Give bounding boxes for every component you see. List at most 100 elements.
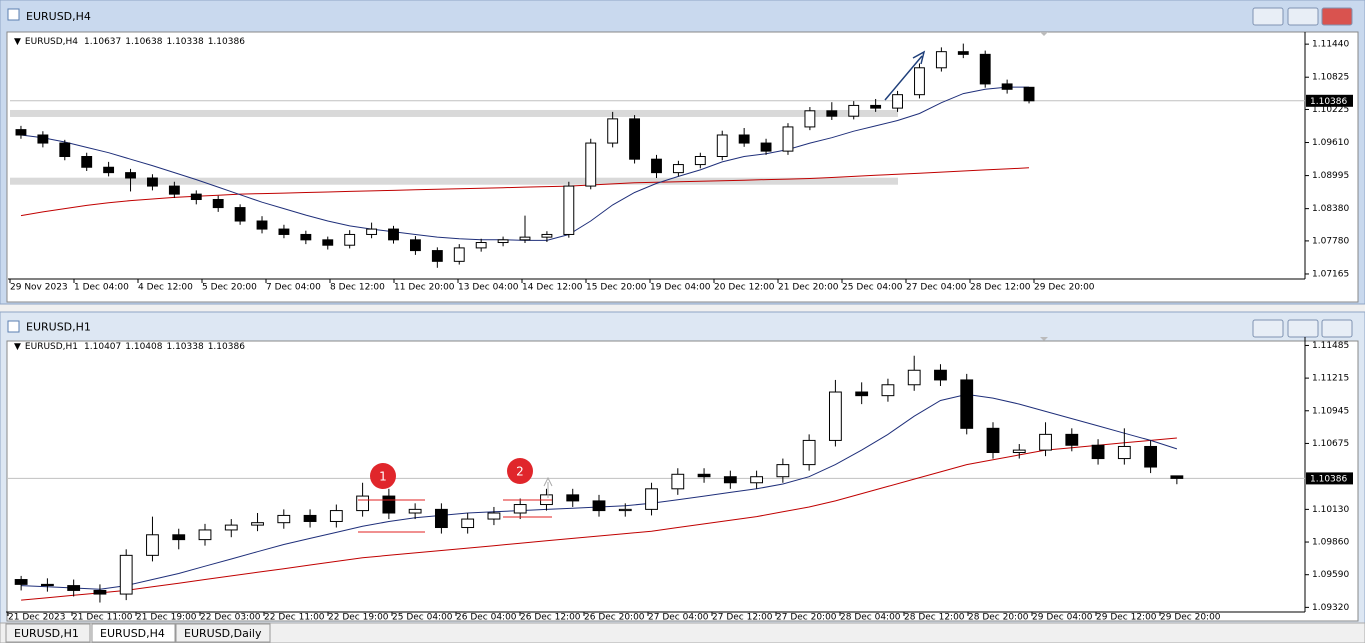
tab-bar xyxy=(0,622,1365,643)
y-tick-label: 1.07780 xyxy=(1312,236,1349,246)
y-tick-label: 1.10675 xyxy=(1312,439,1349,449)
candle-body xyxy=(828,391,842,441)
candle-body xyxy=(212,199,224,209)
x-tick-label: 28 Dec 12:00 xyxy=(970,283,1031,293)
candle-body xyxy=(848,104,860,117)
candle-body xyxy=(629,118,641,160)
candle-body xyxy=(651,158,662,174)
y-tick-label: 1.09590 xyxy=(1312,570,1349,580)
y-tick-label: 1.10825 xyxy=(1312,73,1349,83)
x-tick-label: 11 Dec 20:00 xyxy=(394,283,455,293)
x-tick-label: 28 Dec 20:00 xyxy=(968,613,1029,623)
candle-body xyxy=(234,207,246,222)
window-icon xyxy=(7,8,20,21)
maximize-button[interactable] xyxy=(1287,319,1319,338)
tab-label[interactable]: EURUSD,H4 xyxy=(100,627,165,640)
candle-body xyxy=(487,512,501,520)
candle-body xyxy=(645,488,658,510)
candle-body xyxy=(300,233,312,241)
tab[interactable] xyxy=(5,623,91,643)
candle-body xyxy=(566,494,580,502)
level-zone xyxy=(10,177,898,185)
marker-number: 2 xyxy=(516,465,524,479)
scroll-marker xyxy=(1040,337,1048,341)
candle-body xyxy=(303,514,317,522)
x-tick-label: 21 Dec 19:00 xyxy=(136,613,197,623)
current-price-label: 1.10386 xyxy=(1310,97,1347,107)
header-price: 1.10407 xyxy=(84,342,121,352)
tab[interactable] xyxy=(91,623,176,643)
candle-body xyxy=(519,236,531,241)
x-tick-label: 28 Dec 04:00 xyxy=(840,613,901,623)
candle-body xyxy=(388,228,399,241)
candle-body xyxy=(1039,433,1052,451)
candle-body xyxy=(541,233,553,238)
tab[interactable] xyxy=(175,623,271,643)
candle-body xyxy=(513,504,527,514)
candle-body xyxy=(1144,445,1158,468)
candle-body xyxy=(277,514,291,524)
x-tick-label: 26 Dec 04:00 xyxy=(456,613,517,623)
candle-body xyxy=(251,522,264,526)
x-tick-label: 29 Dec 20:00 xyxy=(1034,283,1095,293)
candle-body xyxy=(760,142,772,152)
x-tick-label: 22 Dec 03:00 xyxy=(200,613,261,623)
candle-body xyxy=(475,242,487,249)
maximize-button[interactable] xyxy=(1287,7,1319,26)
candle-body xyxy=(40,583,54,587)
candle-body xyxy=(585,142,597,187)
candle-body xyxy=(934,369,947,381)
candle-body xyxy=(671,473,685,490)
x-tick-label: 15 Dec 20:00 xyxy=(586,283,647,293)
current-price-box xyxy=(1306,472,1353,485)
candle-body xyxy=(1012,449,1026,454)
x-tick-label: 5 Dec 20:00 xyxy=(202,283,257,293)
candle-body xyxy=(356,495,370,512)
candle-body xyxy=(960,379,974,429)
candle-body xyxy=(146,534,159,556)
candle-body xyxy=(329,510,343,522)
candle-body xyxy=(914,67,925,96)
x-tick-label: 19 Dec 04:00 xyxy=(650,283,711,293)
close-button[interactable] xyxy=(1321,319,1353,338)
candle-body xyxy=(344,233,356,246)
trend-arrow xyxy=(884,50,926,101)
candle-body xyxy=(461,518,475,529)
candle-body xyxy=(431,250,443,262)
x-tick-label: 22 Dec 19:00 xyxy=(328,613,389,623)
x-tick-label: 27 Dec 04:00 xyxy=(648,613,709,623)
x-tick-label: 29 Nov 2023 xyxy=(10,283,68,293)
tab-label[interactable]: EURUSD,Daily xyxy=(184,627,262,640)
candle-body xyxy=(172,534,186,541)
x-tick-label: 13 Dec 04:00 xyxy=(458,283,519,293)
candle-body xyxy=(190,193,202,201)
minimize-button[interactable] xyxy=(1252,7,1284,26)
candle-body xyxy=(738,134,750,144)
candle-body xyxy=(697,473,711,478)
header-arrow: ▼ xyxy=(14,342,21,352)
tab-label[interactable]: EURUSD,H1 xyxy=(14,627,79,640)
current-price-box xyxy=(1306,94,1353,107)
moving-average xyxy=(21,437,1177,601)
header-price: 1.10338 xyxy=(166,37,203,47)
x-tick-label: 20 Dec 12:00 xyxy=(714,283,775,293)
x-tick-label: 27 Dec 20:00 xyxy=(776,613,837,623)
candle-body xyxy=(382,495,396,514)
close-button[interactable] xyxy=(1321,7,1353,26)
y-tick-label: 1.11485 xyxy=(1312,341,1349,351)
candle-body xyxy=(881,384,895,397)
candle-body xyxy=(1091,444,1105,460)
y-tick-label: 1.10945 xyxy=(1312,406,1349,416)
minimize-button[interactable] xyxy=(1252,319,1284,338)
candle-body xyxy=(119,554,133,595)
candle-body xyxy=(957,51,969,55)
candle-body xyxy=(1065,433,1079,446)
candle-body xyxy=(979,53,991,85)
scroll-marker xyxy=(1040,32,1048,36)
y-tick-label: 1.10130 xyxy=(1312,505,1349,515)
x-tick-label: 29 Dec 04:00 xyxy=(1032,613,1093,623)
candle-body xyxy=(453,247,465,262)
header-price: 1.10638 xyxy=(125,37,162,47)
